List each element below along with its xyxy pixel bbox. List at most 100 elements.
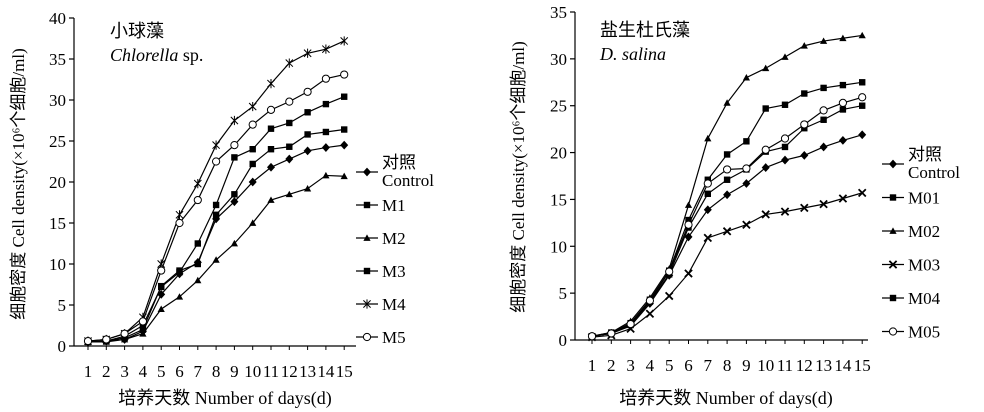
data-point (303, 87, 312, 96)
y-axis-label: 细胞密度 Cell density(×10⁶个细胞/ml) (509, 41, 528, 312)
legend-marker (363, 267, 371, 275)
x-tick-label: 8 (723, 356, 732, 375)
x-tick-label: 10 (757, 356, 774, 375)
x-tick-label: 8 (212, 362, 221, 381)
data-point (859, 79, 866, 86)
data-point (819, 142, 828, 152)
data-point (800, 203, 809, 213)
data-point (800, 42, 808, 49)
data-point (303, 146, 312, 156)
legend-marker (363, 234, 371, 241)
data-point (230, 239, 238, 247)
x-tick-label: 12 (796, 356, 813, 375)
data-point (267, 162, 275, 172)
data-point (267, 79, 275, 89)
data-point (341, 93, 348, 100)
data-point (304, 184, 312, 192)
data-point (285, 154, 294, 164)
data-point (120, 329, 129, 338)
chart-title-species: D. salina (599, 44, 666, 64)
series-line (591, 96, 863, 337)
x-tick-label: 6 (684, 356, 693, 375)
data-point (820, 37, 828, 44)
data-point (194, 260, 201, 268)
x-tick-label: 13 (815, 356, 832, 375)
x-tick-label: 2 (607, 356, 616, 375)
x-tick-label: 1 (84, 362, 93, 381)
chart-title-cn: 盐生杜氏藻 (600, 20, 690, 40)
data-point (304, 131, 311, 138)
data-point (340, 172, 348, 180)
data-point (286, 143, 293, 150)
data-point (761, 145, 770, 154)
data-point (102, 335, 111, 344)
x-tick-label: 14 (317, 362, 335, 381)
data-point (267, 125, 275, 132)
x-tick-label: 4 (139, 362, 148, 381)
y-tick-label: 10 (49, 255, 66, 274)
x-tick-label: 5 (157, 362, 166, 381)
data-point (230, 141, 239, 150)
y-tick-label: 30 (49, 91, 66, 110)
data-point (838, 135, 847, 145)
y-tick-label: 15 (49, 214, 66, 233)
series-2 (84, 171, 348, 345)
data-point (722, 227, 732, 236)
data-point (230, 115, 239, 126)
data-point (762, 105, 769, 112)
data-point (194, 276, 202, 284)
x-tick-label: 2 (102, 362, 111, 381)
y-tick-label: 35 (49, 50, 66, 69)
data-point (83, 336, 93, 346)
data-point (321, 74, 330, 83)
data-point (176, 267, 183, 274)
legend-label: M4 (382, 295, 406, 314)
data-point (839, 106, 847, 113)
y-tick-label: 25 (550, 97, 567, 116)
data-point (139, 326, 147, 333)
x-tick-label: 9 (742, 356, 751, 375)
series-2 (588, 31, 866, 340)
x-tick-label: 6 (175, 362, 184, 381)
data-point (340, 140, 349, 150)
data-point (781, 155, 789, 165)
legend-label: M02 (908, 222, 940, 241)
legend-marker (888, 260, 898, 269)
data-point (781, 143, 789, 151)
series-5 (587, 93, 867, 341)
legend-label: M03 (908, 256, 940, 275)
data-point (780, 134, 790, 143)
data-point (157, 266, 166, 275)
data-point (742, 220, 751, 229)
data-point (820, 116, 827, 123)
y-tick-label: 35 (550, 3, 567, 22)
data-point (723, 190, 732, 200)
x-tick-label: 3 (626, 356, 635, 375)
x-tick-label: 3 (120, 362, 129, 381)
data-point (761, 163, 770, 172)
y-axis-label: 细胞密度 Cell density(×10⁶个细胞/ml) (9, 48, 28, 319)
data-point (193, 179, 202, 189)
data-point (743, 138, 750, 145)
data-point (645, 296, 654, 305)
data-point (800, 120, 809, 129)
series-0 (588, 130, 867, 341)
data-point (587, 332, 597, 341)
y-tick-label: 5 (559, 284, 568, 303)
data-point (194, 240, 201, 247)
data-point (322, 171, 330, 179)
x-axis-label: 培养天数 Number of days(d) (118, 388, 331, 409)
data-point (723, 151, 731, 158)
x-tick-label: 1 (588, 356, 597, 375)
data-point (212, 140, 221, 150)
data-point (286, 119, 293, 127)
data-point (139, 322, 147, 329)
data-point (607, 329, 616, 338)
data-point (248, 177, 257, 187)
x-tick-label: 7 (194, 362, 203, 381)
data-point (800, 150, 809, 160)
y-tick-label: 10 (550, 237, 567, 256)
data-point (175, 218, 184, 228)
data-point (230, 197, 239, 207)
